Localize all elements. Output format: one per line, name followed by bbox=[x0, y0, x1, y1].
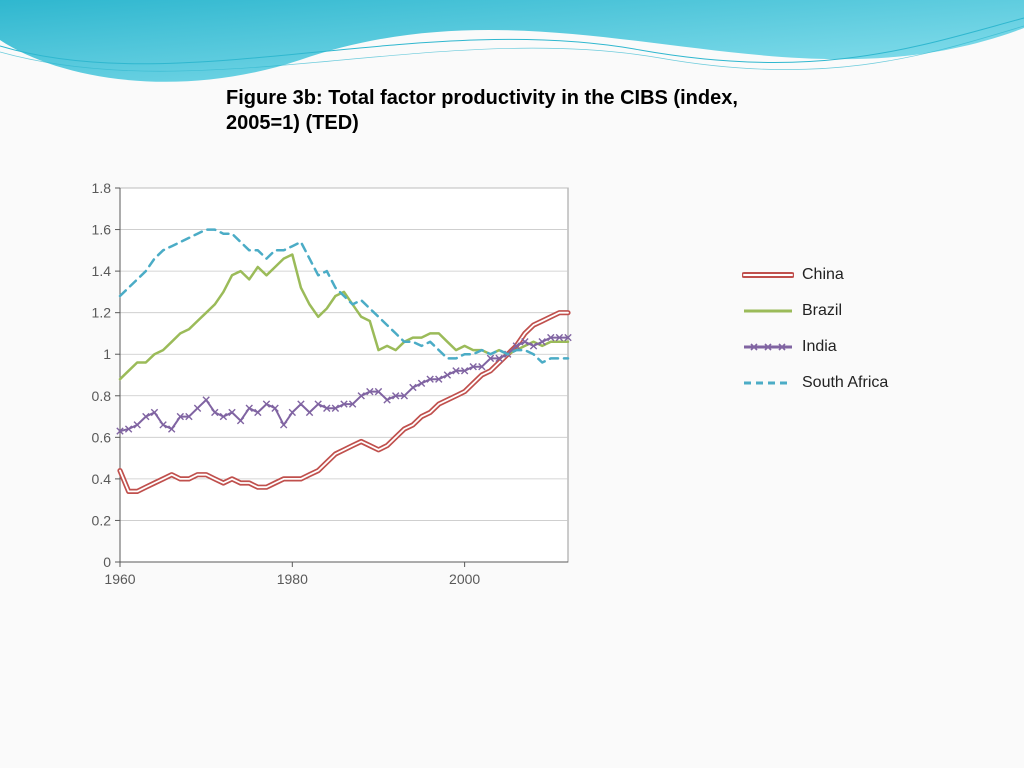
svg-text:1: 1 bbox=[103, 346, 111, 362]
svg-text:1960: 1960 bbox=[104, 571, 135, 587]
svg-text:1980: 1980 bbox=[277, 571, 308, 587]
svg-text:1.8: 1.8 bbox=[92, 180, 112, 196]
svg-text:1.2: 1.2 bbox=[92, 305, 112, 321]
line-chart: 0 0.2 0.4 0.6 0.8 1 1.2 1.4 1.6 1.8 1960 1980 2000 bbox=[62, 178, 582, 598]
figure-title: Figure 3b: Total factor productivity in … bbox=[226, 86, 756, 136]
svg-text:1.4: 1.4 bbox=[92, 263, 112, 279]
svg-text:0.8: 0.8 bbox=[92, 388, 112, 404]
svg-text:2000: 2000 bbox=[449, 571, 480, 587]
svg-text:0: 0 bbox=[103, 554, 111, 570]
svg-text:1.6: 1.6 bbox=[92, 222, 112, 238]
svg-text:0.4: 0.4 bbox=[92, 471, 112, 487]
svg-text:0.2: 0.2 bbox=[92, 512, 112, 528]
chart-container: 0 0.2 0.4 0.6 0.8 1 1.2 1.4 1.6 1.8 1960 1980 2000 bbox=[62, 178, 962, 618]
svg-text:0.6: 0.6 bbox=[92, 429, 112, 445]
